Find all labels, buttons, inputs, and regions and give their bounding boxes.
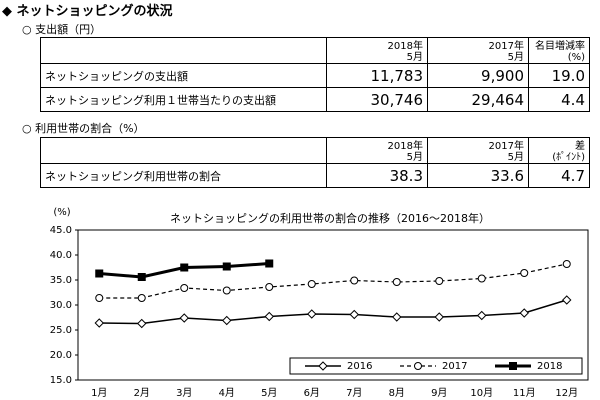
value-cell: 4.4 xyxy=(528,87,590,112)
chart-title: ネットショッピングの利用世帯の割合の推移（2016～2018年） xyxy=(170,211,490,225)
x-tick-label: 1月 xyxy=(91,387,107,399)
y-tick-label: 40.0 xyxy=(50,250,72,261)
data-point xyxy=(264,311,274,322)
data-point xyxy=(180,263,189,272)
data-point xyxy=(222,286,231,295)
row-label: ネットショッピングの支出額 xyxy=(40,63,327,88)
column-header: 2018年 5月 xyxy=(326,137,428,164)
data-point xyxy=(435,277,444,285)
data-point xyxy=(520,269,529,277)
row: ネットショッピングの支出額 11,783 9,900 19.0 xyxy=(40,63,590,88)
y-tick-label: 35.0 xyxy=(50,275,72,286)
data-point xyxy=(95,269,104,278)
x-tick-label: 6月 xyxy=(304,387,320,399)
x-tick-label: 3月 xyxy=(176,387,192,399)
data-point xyxy=(180,284,189,292)
data-point xyxy=(349,309,359,320)
data-point xyxy=(392,278,401,286)
table: 2018年 5月 2017年 5月 名目増減率 (%) ネットショッピングの支出額 11… xyxy=(40,37,590,112)
data-point xyxy=(477,310,487,321)
x-tick-label: 2月 xyxy=(134,387,150,399)
legend-marker xyxy=(318,361,328,371)
row: ネットショッピング利用１世帯当たりの支出額 30,746 29,464 4.4 xyxy=(40,87,590,112)
value-cell: 19.0 xyxy=(528,63,590,88)
x-tick-label: 4月 xyxy=(219,387,235,399)
data-point xyxy=(265,283,274,291)
y-axis-label: (%) xyxy=(53,207,70,218)
y-tick-label: 30.0 xyxy=(50,300,72,311)
legend-marker xyxy=(509,362,517,370)
caption: ○ 利用世帯の割合（%） xyxy=(22,122,145,135)
x-tick-label: 11月 xyxy=(513,387,536,399)
series-line xyxy=(99,263,567,299)
value-cell: 30,746 xyxy=(326,87,428,112)
caption: ○ 支出額（円） xyxy=(22,23,102,36)
data-point xyxy=(434,312,444,322)
data-point xyxy=(222,315,232,326)
data-point xyxy=(519,308,529,318)
y-tick-label: 20.0 xyxy=(50,350,72,361)
table: 2018年 5月 2017年 5月差 (ﾎﾟｲﾝﾄ) ネットショッピング利用世帯の割… xyxy=(40,137,590,188)
x-tick-label: 9月 xyxy=(431,387,447,399)
row-label: ネットショッピング利用世帯の割合 xyxy=(40,163,327,188)
data-point xyxy=(137,294,146,302)
data-point xyxy=(179,313,189,323)
legend-label: 2018 xyxy=(537,361,562,372)
data-point xyxy=(562,295,572,305)
value-cell: 29,464 xyxy=(427,87,529,112)
value-cell: 33.6 xyxy=(427,163,529,188)
y-tick-label: 15.0 xyxy=(50,375,72,386)
column-header: 2017年 5月 xyxy=(427,137,529,164)
data-point xyxy=(222,262,231,271)
y-tick-label: 45.0 xyxy=(50,225,72,236)
data-point xyxy=(95,294,104,302)
y-tick-label: 25.0 xyxy=(50,325,72,336)
data-point xyxy=(307,280,316,288)
row: ネットショッピング利用世帯の割合 38.3 33.6 4.7 xyxy=(40,163,590,188)
data-point xyxy=(392,312,402,322)
legend-marker xyxy=(414,362,422,370)
x-tick-label: 8月 xyxy=(389,387,405,399)
series-line xyxy=(99,299,567,325)
value-cell: 4.7 xyxy=(528,163,590,188)
legend-label: 2017 xyxy=(442,361,467,372)
data-point xyxy=(307,309,317,319)
x-tick-label: 7月 xyxy=(346,387,362,399)
value-cell: 9,900 xyxy=(427,63,529,88)
data-point xyxy=(477,274,486,283)
title: ◆ ネットショッピングの状況 xyxy=(2,4,173,19)
data-point xyxy=(350,276,359,285)
column-header: 名目増減率 (%) xyxy=(528,37,590,64)
data-point xyxy=(137,318,147,329)
data-point xyxy=(94,318,104,328)
value-cell: 38.3 xyxy=(326,163,428,188)
data-point xyxy=(265,259,274,268)
data-point xyxy=(137,273,146,281)
header-row: 2018年 5月 2017年 5月差 (ﾎﾟｲﾝﾄ) xyxy=(40,137,590,164)
x-tick-label: 10月 xyxy=(470,387,493,399)
x-tick-label: 12月 xyxy=(555,387,578,399)
row-label: ネットショッピング利用１世帯当たりの支出額 xyxy=(40,87,327,112)
x-tick-label: 5月 xyxy=(261,387,277,399)
legend-label: 2016 xyxy=(347,361,372,372)
data-point xyxy=(562,260,571,268)
